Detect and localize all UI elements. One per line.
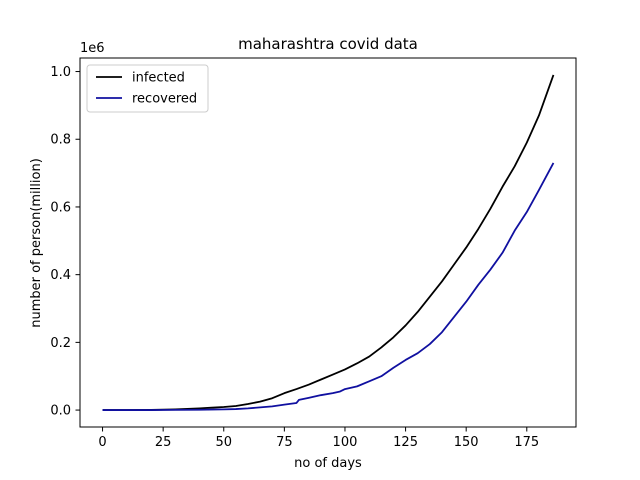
y-tick-label: 0.8 — [50, 133, 71, 148]
y-tick-label: 0.4 — [50, 268, 71, 283]
y-axis-label: number of person(million) — [29, 158, 44, 328]
x-tick-label: 0 — [98, 435, 106, 450]
x-tick-label: 125 — [393, 435, 418, 450]
x-axis-label: no of days — [294, 456, 362, 471]
x-tick-label: 75 — [276, 435, 293, 450]
y-tick-label: 0.6 — [50, 200, 71, 215]
x-tick-label: 100 — [333, 435, 358, 450]
y-offset-label: 1e6 — [80, 41, 105, 56]
legend-label-recovered: recovered — [132, 92, 197, 107]
x-tick-label: 150 — [454, 435, 479, 450]
chart-title: maharashtra covid data — [238, 35, 418, 53]
plot-frame — [79, 57, 577, 428]
y-tick-label: 1.0 — [50, 65, 71, 80]
legend-label-infected: infected — [132, 71, 185, 86]
y-tick-label: 0.0 — [50, 404, 71, 419]
x-tick-label: 25 — [155, 435, 172, 450]
legend: infected recovered — [86, 64, 209, 113]
series-line-recovered — [102, 162, 555, 411]
x-tick-label: 50 — [215, 435, 232, 450]
y-tick-label: 0.2 — [50, 336, 71, 351]
series-line-infected — [102, 74, 555, 411]
x-tick-label: 175 — [514, 435, 539, 450]
